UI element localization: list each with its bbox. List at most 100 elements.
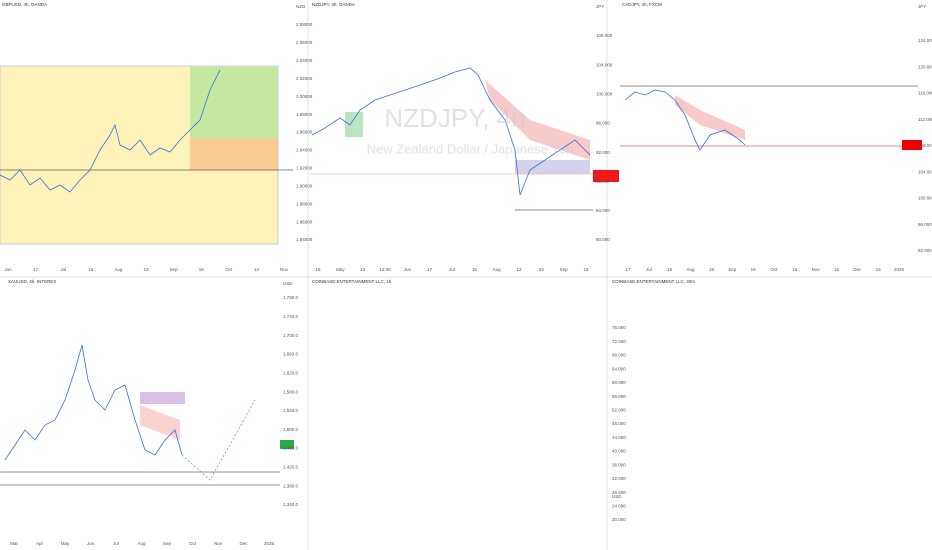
y-axis-label: 1,660.0: [283, 352, 299, 357]
x-axis-label: 15: [88, 267, 94, 272]
panel-title: COINBASE:ENTERTAINMENT LLC, 1h: [312, 279, 392, 284]
y-axis-label: 1.86000: [296, 219, 313, 224]
y-axis-label: 76.000: [612, 325, 626, 330]
y-axis-label: 1,340.0: [283, 502, 299, 507]
watermark: NZDJPY, 4h: [384, 103, 525, 133]
x-axis-label: Jun: [404, 267, 412, 272]
y-axis-label: 1.94000: [296, 148, 313, 153]
y-axis-label: 1.84000: [296, 237, 313, 242]
x-axis-label: 15: [792, 267, 798, 272]
y-axis-label: 96.000: [596, 121, 610, 126]
y-axis-label: 116.000: [918, 91, 932, 96]
x-axis-label: 17: [33, 267, 39, 272]
y-axis-label: 108.000: [596, 33, 613, 38]
y-axis-label: 88.000: [596, 179, 610, 184]
y-axis-label: 56.000: [612, 394, 626, 399]
x-axis-label: 19: [143, 267, 149, 272]
x-axis-label: Apr: [36, 541, 44, 546]
x-axis-label: Aug: [114, 267, 123, 272]
x-axis-label: 13: [360, 267, 366, 272]
x-axis-label: Mar: [10, 541, 18, 546]
x-axis-label: 12: [516, 267, 522, 272]
x-axis-label: 2025: [264, 541, 275, 546]
y-axis-label: 40.000: [612, 449, 626, 454]
y-axis-label: 80.000: [596, 237, 610, 242]
panel-title: COINBASE:ENTERTAINMENT LLC, 30m: [612, 279, 695, 284]
y-axis-label: 2.00000: [296, 94, 313, 99]
x-axis-label: Nov: [280, 267, 289, 272]
y-axis-label: 68.000: [612, 353, 626, 358]
y-axis-label: 72.000: [612, 339, 626, 344]
y-axis-label: 1.88000: [296, 201, 313, 206]
x-axis-label: 17: [427, 267, 433, 272]
y-axis-label: 92.000: [918, 248, 932, 253]
panel-title: NZDJPY, 4h, OANDA: [312, 2, 355, 7]
x-axis-label: Sep: [170, 267, 179, 272]
y-axis-label: 2.04000: [296, 58, 313, 63]
axis-unit: JPY: [596, 4, 604, 9]
y-axis-label: 1,740.0: [283, 314, 299, 319]
y-axis-label: 1,580.0: [283, 389, 299, 394]
y-axis-label: 96.000: [918, 222, 932, 227]
y-axis-label: 2.06000: [296, 40, 313, 45]
y-axis-label: 1,460.0: [283, 446, 299, 451]
y-axis-label: 1,500.0: [283, 427, 299, 432]
y-axis-label: 44.000: [612, 435, 626, 440]
y-axis-label: 20.000: [612, 517, 626, 522]
y-axis-label: 24.000: [612, 503, 626, 508]
axis-unit: JPY: [918, 4, 926, 9]
x-axis-label: Jun: [87, 541, 95, 546]
x-axis-label: 16: [834, 267, 840, 272]
x-axis-label: Sep: [728, 267, 737, 272]
y-axis-label: 1.92000: [296, 166, 313, 171]
x-axis-label: 16: [667, 267, 673, 272]
y-axis-label: 84.000: [596, 208, 610, 213]
axis-unit: NZD: [296, 4, 306, 9]
x-axis-label: Oct: [770, 267, 778, 272]
y-axis-label: 1,420.0: [283, 465, 299, 470]
y-axis-label: 1,700.0: [283, 333, 299, 338]
watermark-subtitle: New Zealand Dollar / Japanese Yen: [367, 141, 574, 156]
axis-unit: USD: [283, 281, 293, 286]
x-axis-label: Jul: [449, 267, 455, 272]
y-axis-label: 100.000: [596, 91, 613, 96]
y-axis-label: 36.000: [612, 462, 626, 467]
x-axis-label: 15: [315, 267, 321, 272]
x-axis-label: 15: [472, 267, 478, 272]
x-axis-label: Aug: [137, 541, 146, 546]
panel-title: XAUUSD, 4h, INTEREX: [8, 279, 56, 284]
x-axis-label: Nov: [812, 267, 821, 272]
x-axis-label: 16: [751, 267, 757, 272]
panel-title: CADJPY, 4h, FXCM: [622, 2, 662, 7]
y-axis-label: 108.000: [918, 143, 932, 148]
y-axis-label: 100.000: [918, 196, 932, 201]
x-axis-label: 16: [876, 267, 882, 272]
y-axis-label: 60.000: [612, 380, 626, 385]
y-axis-label: 1.98000: [296, 112, 313, 117]
y-axis-label: 52.000: [612, 407, 626, 412]
y-axis-label: 124.000: [918, 38, 932, 43]
x-axis-label: Nov: [214, 541, 223, 546]
x-axis-label: Jul: [113, 541, 119, 546]
x-axis-label: 14: [254, 267, 260, 272]
y-axis-label: 104.000: [918, 169, 932, 174]
x-axis-label: Dec: [853, 267, 862, 272]
y-axis-label: 1.96000: [296, 130, 313, 135]
x-axis-label: Jul: [646, 267, 652, 272]
x-axis-label: 2025: [894, 267, 905, 272]
x-axis-label: Sep: [163, 541, 172, 546]
x-axis-label: May: [336, 267, 345, 272]
x-axis-label: Jun: [4, 267, 12, 272]
x-axis-label: 16: [199, 267, 205, 272]
x-axis-label: 16: [583, 267, 589, 272]
y-axis-label: 112.000: [918, 117, 932, 122]
x-axis-label: Aug: [687, 267, 696, 272]
x-axis-label: Oct: [189, 541, 197, 546]
y-axis-label: 32.000: [612, 476, 626, 481]
x-axis-label: Sep: [560, 267, 569, 272]
y-axis-label: 120.000: [918, 64, 932, 69]
axis-unit: USD: [612, 494, 622, 499]
y-axis-label: 92.000: [596, 150, 610, 155]
x-axis-label: 12:30: [379, 267, 391, 272]
